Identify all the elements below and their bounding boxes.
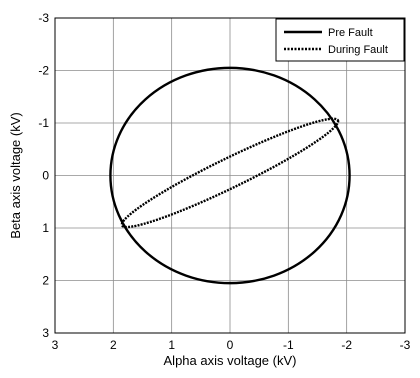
x-axis-label: Alpha axis voltage (kV): [164, 353, 297, 368]
y-axis-label: Beta axis voltage (kV): [8, 112, 23, 238]
series-during-fault-ellipse: [120, 117, 340, 229]
x-tick-labels: 3 2 1 0 -1 -2 -3: [52, 338, 411, 352]
legend-label-during-fault: During Fault: [328, 44, 388, 56]
legend: Pre Fault During Fault: [275, 18, 405, 62]
y-tick-label: -3: [38, 11, 49, 25]
series-pre-fault-circle: [109, 66, 351, 285]
legend-label-pre-fault: Pre Fault: [328, 27, 373, 39]
legend-box: [275, 18, 405, 62]
series-group: [109, 66, 351, 285]
y-tick-label: 1: [42, 221, 49, 235]
y-tick-label: 2: [42, 274, 49, 288]
grid: [55, 18, 405, 333]
x-tick-label: -3: [400, 338, 411, 352]
x-tick-label: 1: [168, 338, 175, 352]
x-tick-label: -2: [341, 338, 352, 352]
y-tick-label: 3: [42, 326, 49, 340]
x-tick-label: 3: [52, 338, 59, 352]
y-tick-label: 0: [42, 169, 49, 183]
x-tick-label: 2: [110, 338, 117, 352]
plot-frame: [54, 17, 406, 334]
y-tick-labels: -3 -2 -1 0 1 2 3: [38, 11, 49, 340]
x-tick-label: 0: [227, 338, 234, 352]
y-tick-label: -2: [38, 64, 49, 78]
x-tick-label: -1: [283, 338, 294, 352]
y-tick-label: -1: [38, 116, 49, 130]
